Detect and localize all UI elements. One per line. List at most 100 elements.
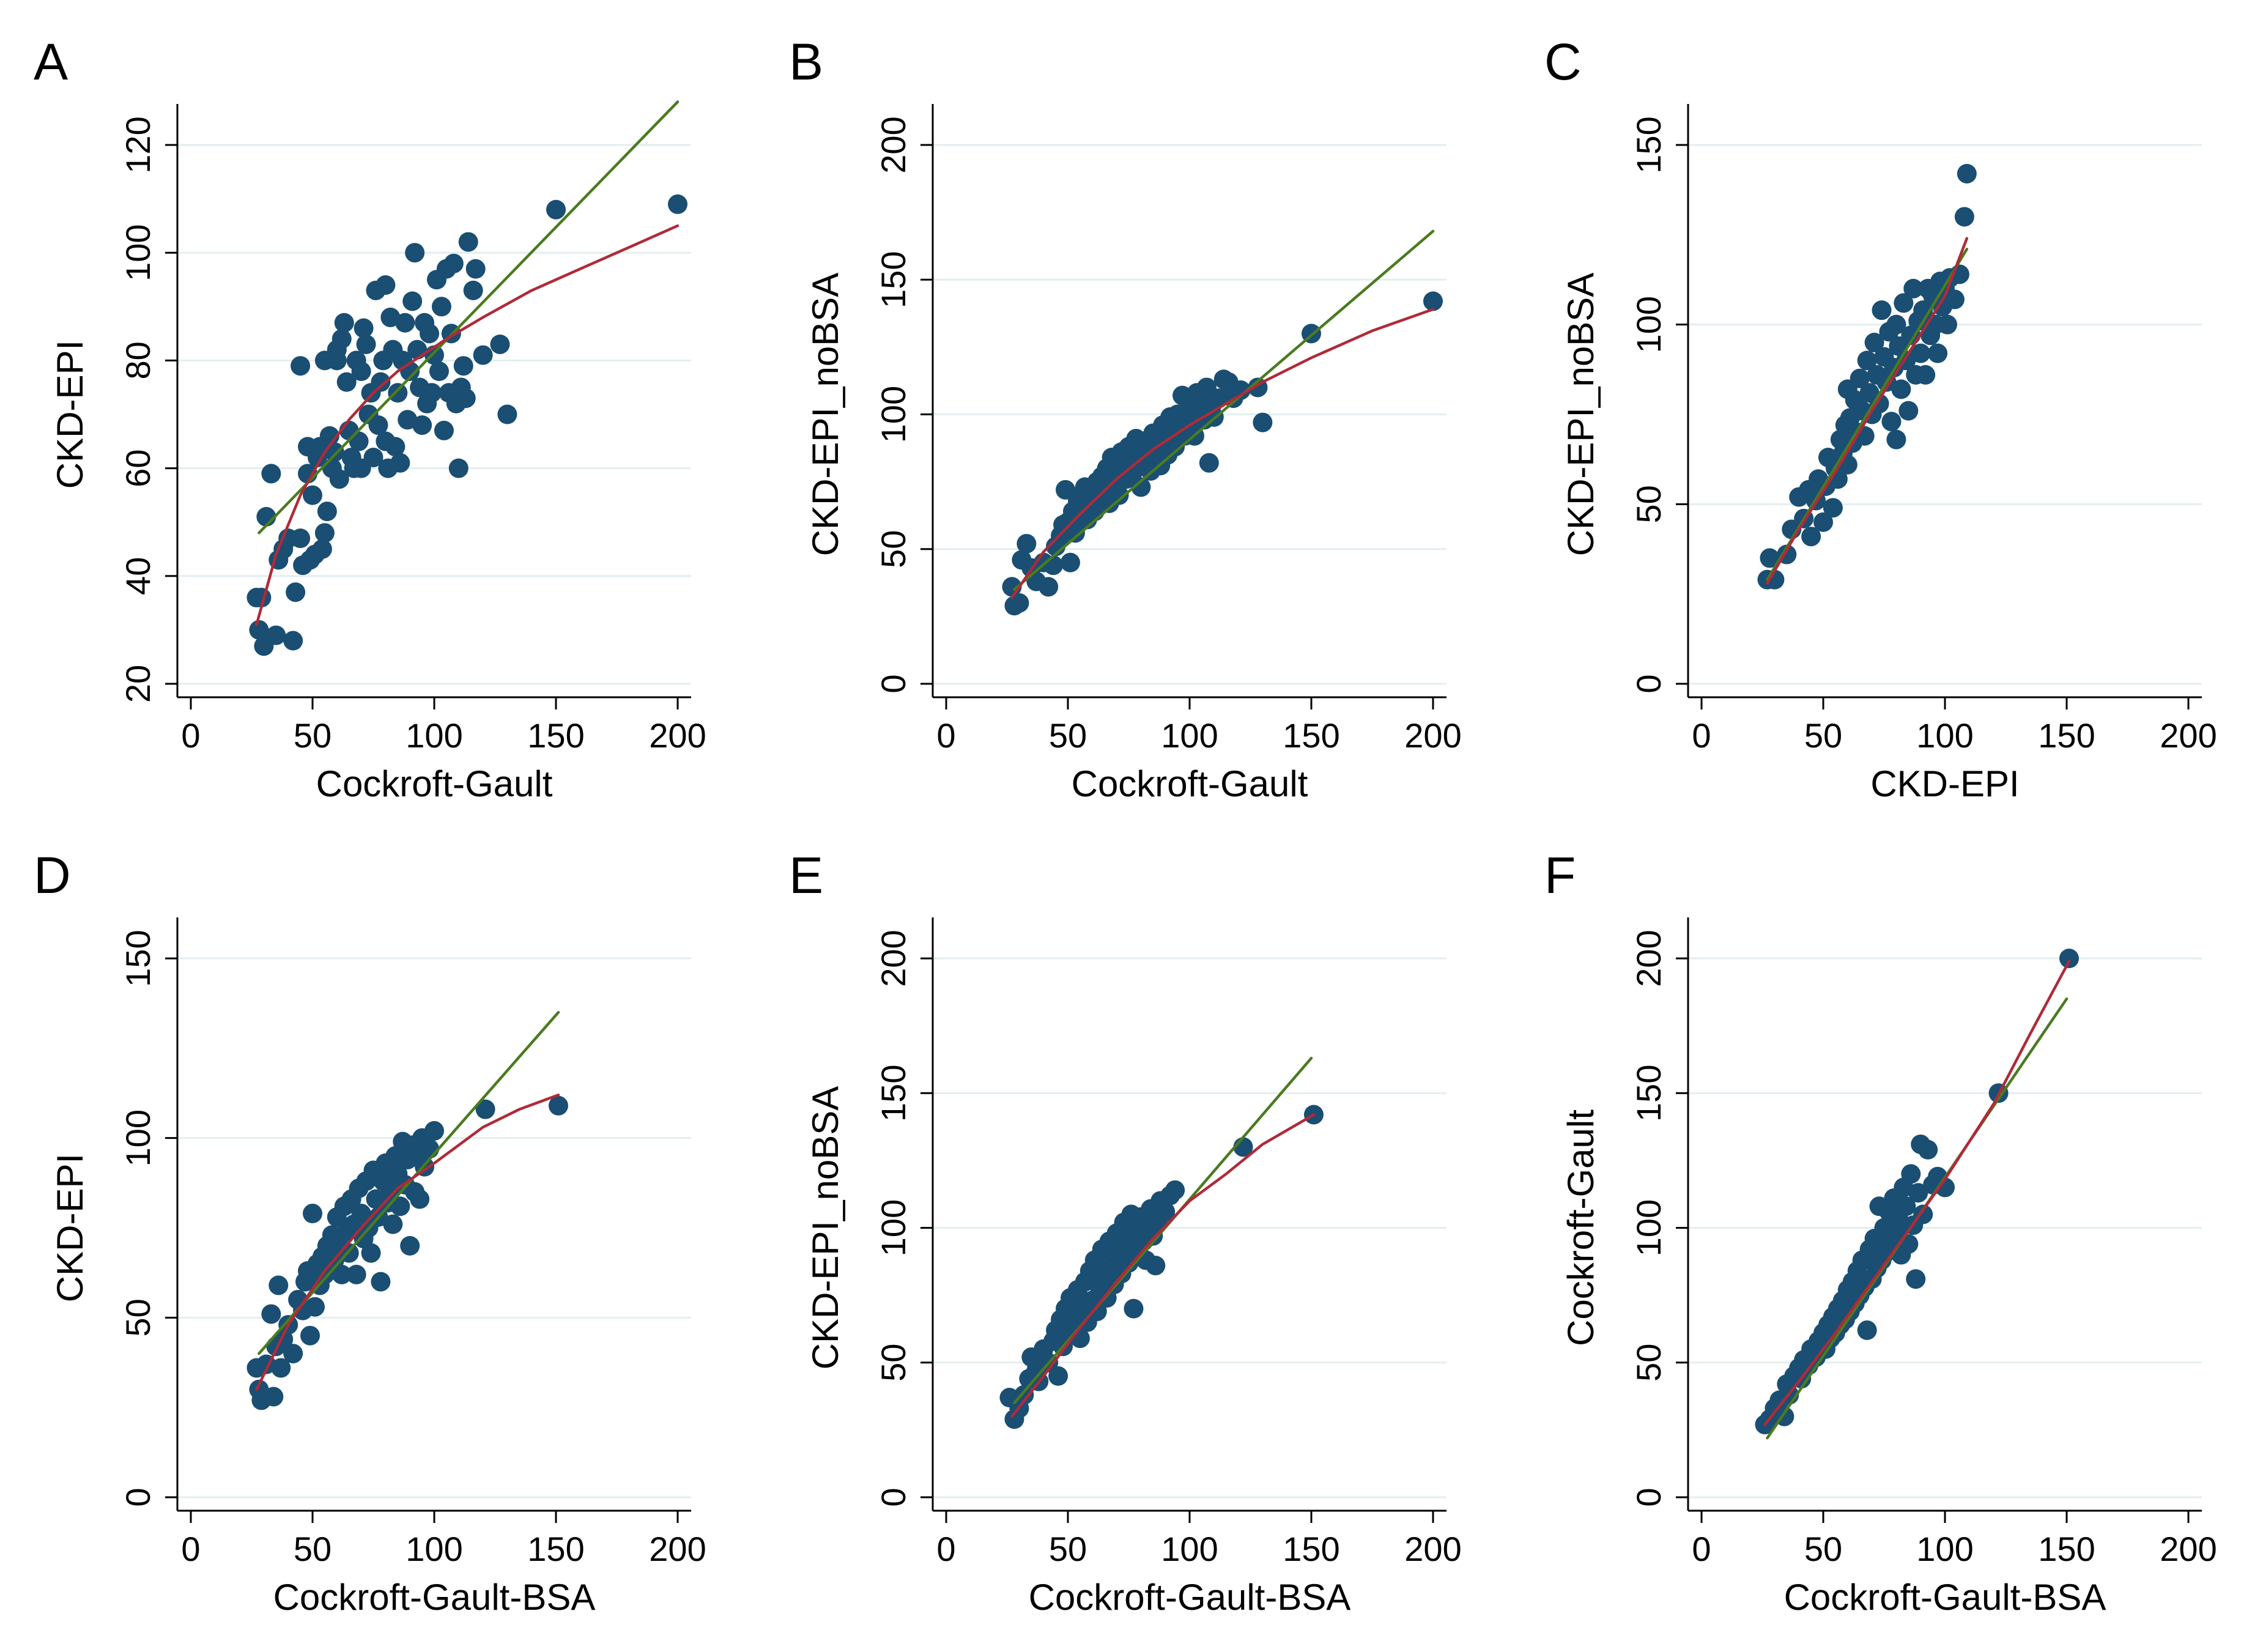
- data-point: [291, 356, 311, 376]
- y-tick-label: 100: [1629, 296, 1668, 353]
- data-point: [1896, 1196, 1916, 1217]
- y-tick-label: 50: [874, 530, 913, 568]
- data-point: [405, 243, 425, 263]
- data-point: [1209, 388, 1229, 409]
- data-point: [400, 1235, 420, 1256]
- x-tick-label: 150: [2038, 1530, 2095, 1568]
- x-axis-title: Cockroft-Gault: [1072, 763, 1308, 804]
- x-tick-label: 200: [649, 716, 706, 755]
- x-tick-label: 100: [406, 716, 462, 755]
- panel-e: E 0 50 100 150 200 0 50 100 150 200 Cockroft-Gault…: [789, 846, 1462, 1618]
- data-point: [1146, 1256, 1166, 1276]
- data-point: [1823, 498, 1843, 518]
- data-point: [1423, 291, 1443, 311]
- y-tick-label: 150: [1629, 1065, 1668, 1122]
- y-tick-label: 0: [1629, 1487, 1668, 1506]
- x-tick-label: 0: [936, 1530, 955, 1568]
- data-point: [424, 1120, 444, 1141]
- data-point: [443, 253, 464, 273]
- data-point: [1864, 333, 1884, 353]
- data-point: [402, 291, 423, 311]
- data-point: [1881, 412, 1902, 432]
- y-tick-label: 100: [874, 1199, 913, 1256]
- data-point: [1017, 533, 1037, 554]
- data-point: [420, 324, 440, 344]
- data-point: [1898, 1234, 1919, 1254]
- data-point: [546, 199, 566, 220]
- data-point: [1760, 548, 1780, 568]
- data-point: [349, 431, 369, 451]
- data-point: [283, 631, 303, 651]
- data-point: [336, 372, 357, 392]
- y-tick-label: 50: [874, 1344, 913, 1382]
- data-point: [1928, 343, 1948, 363]
- x-tick-label: 50: [1804, 1530, 1842, 1568]
- data-point: [475, 1099, 495, 1119]
- x-tick-label: 150: [1283, 716, 1339, 755]
- x-tick-label: 50: [294, 716, 332, 755]
- y-tick-label: 100: [119, 1109, 157, 1166]
- x-tick-label: 200: [2160, 1530, 2217, 1568]
- data-point: [283, 1344, 303, 1364]
- data-point: [300, 1325, 320, 1346]
- data-point: [266, 625, 286, 645]
- linear-fit-line: [1013, 229, 1435, 591]
- data-point: [410, 1189, 430, 1209]
- data-point: [286, 582, 306, 602]
- data-point: [332, 1264, 352, 1284]
- y-axis-title: CKD-EPI: [50, 340, 91, 489]
- panel-a: A 0 50 100 150 200 20 40 60 80 100 120 Cockroft-Gau…: [34, 33, 706, 804]
- data-point: [1901, 1164, 1921, 1184]
- data-point: [1813, 512, 1833, 532]
- panel-b: B 0 50 100 150 200 0 50 100 150 200 Cockroft-Gault…: [789, 33, 1462, 804]
- x-tick-label: 150: [1283, 1530, 1339, 1568]
- x-tick-label: 100: [1916, 716, 1973, 755]
- x-tick-label: 0: [181, 716, 200, 755]
- x-tick-label: 100: [1916, 1530, 1973, 1568]
- x-tick-label: 150: [2038, 716, 2095, 755]
- y-tick-label: 60: [119, 449, 157, 487]
- data-point: [371, 372, 391, 392]
- lowess-fit-line: [255, 1093, 560, 1391]
- data-point: [388, 383, 408, 403]
- data-point: [329, 469, 349, 489]
- data-point: [1109, 485, 1129, 505]
- data-point: [1124, 461, 1144, 481]
- x-tick-label: 0: [1692, 1530, 1711, 1568]
- data-point: [334, 313, 354, 333]
- x-axis-title: Cockroft-Gault-BSA: [1029, 1577, 1351, 1618]
- data-point: [1918, 1139, 1938, 1160]
- data-point: [303, 1204, 322, 1224]
- y-tick-label: 150: [1629, 116, 1668, 173]
- y-tick-label: 0: [874, 1487, 913, 1506]
- data-point: [390, 1196, 410, 1217]
- data-point: [497, 404, 517, 424]
- data-point: [264, 1387, 284, 1407]
- y-tick-label: 20: [119, 665, 157, 703]
- data-point: [1087, 1302, 1107, 1322]
- data-point: [368, 415, 388, 435]
- data-point: [1065, 523, 1085, 543]
- x-tick-label: 50: [1804, 716, 1842, 755]
- y-tick-label: 150: [874, 1065, 913, 1122]
- lowess-fit-line: [255, 224, 680, 626]
- data-point: [1886, 314, 1906, 335]
- data-point: [1124, 1298, 1144, 1319]
- data-point: [473, 345, 493, 365]
- data-point: [1043, 555, 1064, 576]
- x-tick-label: 200: [2160, 716, 2217, 755]
- panel-letter-b: B: [789, 33, 823, 91]
- data-point: [385, 437, 406, 457]
- panel-letter-e: E: [789, 846, 823, 904]
- data-point: [371, 1272, 391, 1292]
- data-point: [1850, 368, 1870, 388]
- data-point: [1916, 365, 1936, 385]
- data-point: [420, 1139, 440, 1159]
- data-point: [1886, 429, 1906, 450]
- data-point: [269, 1275, 289, 1295]
- data-point: [1911, 343, 1931, 363]
- data-point: [261, 1304, 281, 1324]
- data-point: [2059, 949, 2079, 968]
- data-point: [1872, 300, 1892, 320]
- data-point: [376, 275, 396, 295]
